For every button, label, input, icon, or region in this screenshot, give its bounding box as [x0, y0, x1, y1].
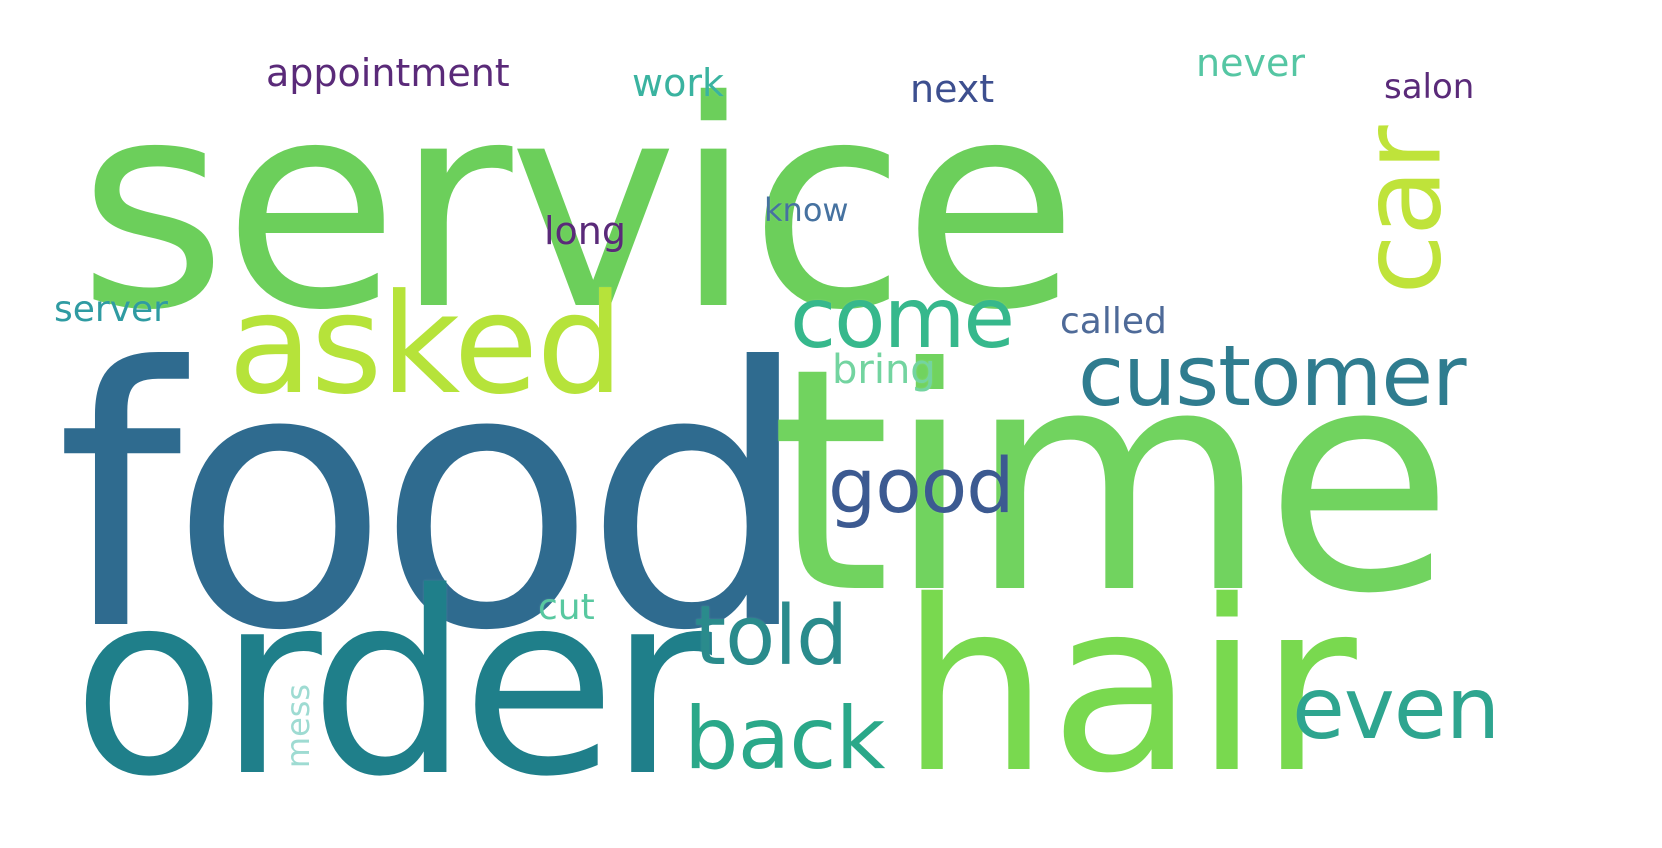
- word-back: back: [684, 689, 885, 789]
- word-cut: cut: [538, 587, 595, 628]
- word-called: called: [1060, 301, 1167, 342]
- word-food: food: [56, 293, 811, 709]
- word-come: come: [790, 269, 1015, 367]
- word-car: car: [1337, 127, 1466, 295]
- word-next: next: [910, 67, 995, 111]
- word-bring: bring: [832, 347, 936, 393]
- word-know: know: [764, 191, 849, 229]
- word-order: order: [72, 539, 712, 832]
- word-told: told: [694, 589, 848, 684]
- word-appointment: appointment: [266, 51, 510, 95]
- word-time: time: [770, 302, 1454, 661]
- word-hair: hair: [900, 550, 1357, 825]
- word-service: service: [78, 41, 1078, 373]
- word-even: even: [1292, 659, 1500, 759]
- word-customer: customer: [1078, 327, 1467, 425]
- word-never: never: [1196, 41, 1305, 85]
- word-long: long: [544, 209, 627, 253]
- word-good: good: [828, 441, 1014, 530]
- word-server: server: [54, 289, 168, 330]
- word-salon: salon: [1384, 67, 1475, 107]
- word-work: work: [632, 61, 724, 105]
- word-mess: mess: [279, 683, 318, 769]
- word-asked: asked: [228, 264, 624, 425]
